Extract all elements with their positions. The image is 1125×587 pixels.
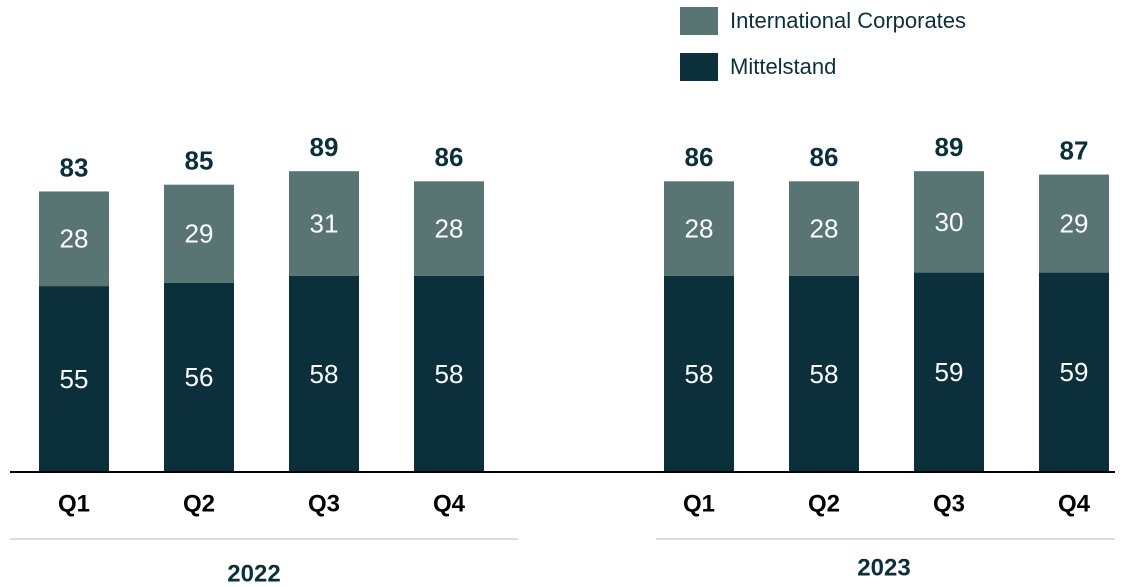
- segment-label: 29: [185, 219, 214, 249]
- x-tick-label: Q3: [933, 490, 965, 517]
- segment-label: 58: [310, 359, 339, 389]
- segment-label: 58: [685, 359, 714, 389]
- bar-segment: [414, 181, 484, 276]
- bar-segment: [1039, 174, 1109, 273]
- segment-label: 55: [60, 364, 89, 394]
- x-tick-label: Q4: [433, 490, 466, 517]
- segment-label: 28: [810, 214, 839, 244]
- total-label: 86: [685, 142, 714, 172]
- total-label: 87: [1060, 135, 1089, 165]
- total-label: 86: [810, 142, 839, 172]
- bar-segment: [914, 272, 984, 472]
- segment-label: 58: [435, 359, 464, 389]
- segment-label: 28: [685, 214, 714, 244]
- x-tick-label: Q2: [183, 490, 215, 517]
- bar-segment: [664, 181, 734, 276]
- legend-swatch: [680, 7, 718, 35]
- bar-segment: [414, 275, 484, 472]
- x-tick-label: Q1: [58, 490, 90, 517]
- bar-segment: [789, 275, 859, 472]
- x-tick-label: Q4: [1058, 490, 1091, 517]
- bar-segment: [914, 171, 984, 273]
- segment-label: 28: [60, 224, 89, 254]
- x-tick-label: Q1: [683, 490, 715, 517]
- legend-swatch: [680, 53, 718, 81]
- segment-label: 31: [310, 208, 339, 238]
- bar-segment: [289, 171, 359, 276]
- segment-label: 30: [935, 207, 964, 237]
- segment-label: 56: [185, 362, 214, 392]
- segment-label: 28: [435, 214, 464, 244]
- bar-segment: [39, 191, 109, 287]
- total-label: 83: [60, 152, 89, 182]
- bar-segment: [39, 286, 109, 472]
- bar-segment: [164, 184, 234, 283]
- total-label: 85: [185, 146, 214, 176]
- bar-segment: [789, 181, 859, 276]
- total-label: 86: [435, 142, 464, 172]
- segment-label: 58: [810, 359, 839, 389]
- group-label: 2022: [227, 560, 280, 587]
- bar-segment: [664, 275, 734, 472]
- segment-label: 29: [1060, 208, 1089, 238]
- segment-label: 59: [1060, 357, 1089, 387]
- total-label: 89: [310, 132, 339, 162]
- total-label: 89: [935, 132, 964, 162]
- x-tick-label: Q3: [308, 490, 340, 517]
- legend-label: International Corporates: [730, 8, 966, 33]
- bar-segment: [1039, 272, 1109, 472]
- bar-segment: [289, 275, 359, 472]
- x-tick-label: Q2: [808, 490, 840, 517]
- legend-label: Mittelstand: [730, 54, 836, 79]
- segment-label: 59: [935, 357, 964, 387]
- group-label: 2023: [857, 554, 910, 581]
- bar-segment: [164, 282, 234, 472]
